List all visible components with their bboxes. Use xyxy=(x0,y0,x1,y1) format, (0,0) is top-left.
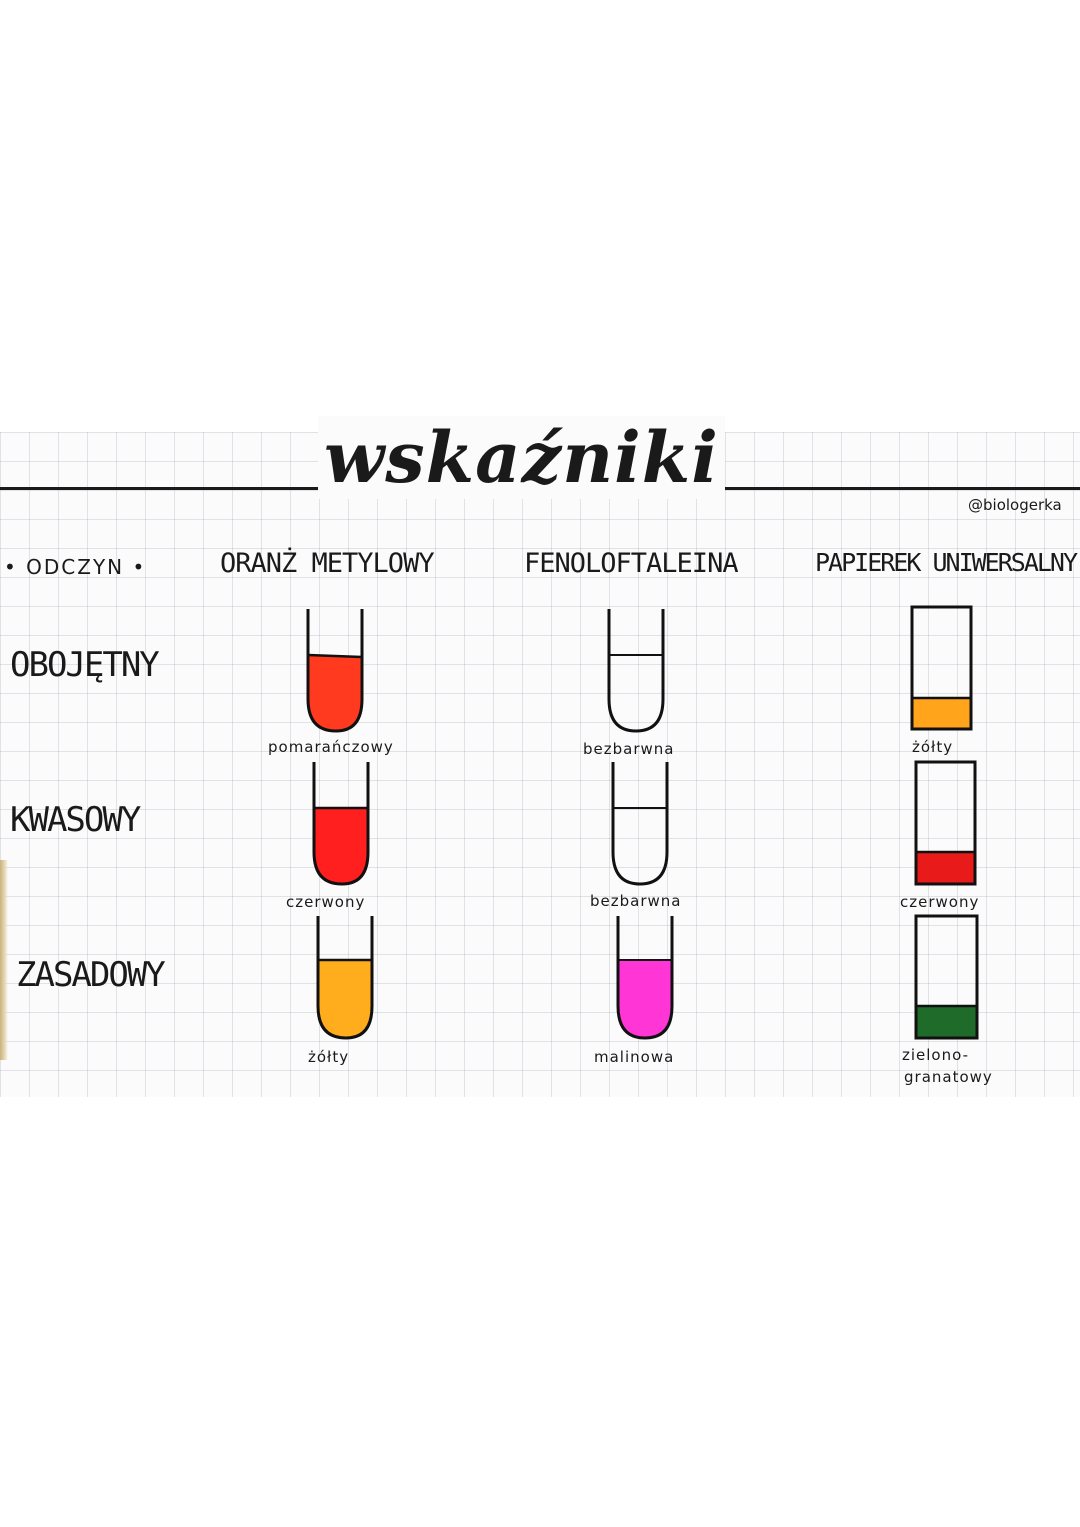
test-tube-methyl-orange-basic xyxy=(316,916,374,1040)
test-tube-methyl-orange-acidic xyxy=(312,762,370,886)
author-handle: @biologerka xyxy=(968,496,1062,514)
result-phenolphthalein-acidic: bezbarwna xyxy=(590,892,682,910)
grid-paper xyxy=(0,432,1080,1097)
test-tube-phenolphthalein-neutral xyxy=(607,609,665,733)
result-methyl-orange-basic: żółty xyxy=(308,1048,350,1066)
col-header-phenolphthalein: FENOLOFTALEINA xyxy=(524,548,739,579)
row-label-acidic: KWASOWY xyxy=(10,800,141,840)
result-universal-neutral: żółty xyxy=(912,738,954,756)
result-methyl-orange-acidic: czerwony xyxy=(286,893,366,911)
result-universal-acidic: czerwony xyxy=(900,893,980,911)
result-phenolphthalein-neutral: bezbarwna xyxy=(583,740,675,758)
test-tube-phenolphthalein-acidic xyxy=(611,762,669,886)
paper-strip-universal-acidic xyxy=(914,760,977,886)
result-universal-basic-line1: zielono- xyxy=(902,1046,969,1064)
result-universal-basic-line2: granatowy xyxy=(904,1068,993,1086)
test-tube-phenolphthalein-basic xyxy=(616,916,674,1040)
col-header-universal-paper: PAPIEREK UNIWERSALNY xyxy=(815,548,1078,577)
reaction-header: • ODCZYN • xyxy=(4,555,147,579)
page-title: wskaźniki xyxy=(318,416,725,499)
test-tube-methyl-orange-neutral xyxy=(306,609,364,733)
paper-edge xyxy=(0,860,8,1060)
paper-strip-universal-neutral xyxy=(910,605,973,731)
result-phenolphthalein-basic: malinowa xyxy=(594,1048,675,1066)
result-methyl-orange-neutral: pomarańczowy xyxy=(268,738,394,756)
row-label-neutral: OBOJĘTNY xyxy=(10,645,160,685)
col-header-methyl-orange: ORANŻ METYLOWY xyxy=(220,548,435,579)
paper-strip-universal-basic xyxy=(914,914,979,1040)
row-label-basic: ZASADOWY xyxy=(16,955,166,995)
